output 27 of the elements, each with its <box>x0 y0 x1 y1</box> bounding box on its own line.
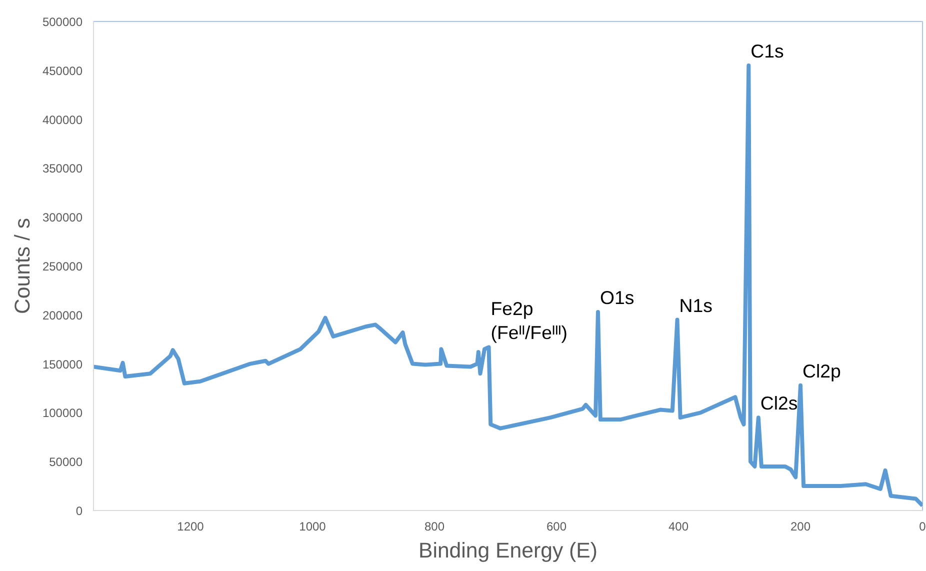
x-tick-label: 1200 <box>177 520 204 534</box>
x-tick-label: 400 <box>668 520 689 534</box>
annotation: Fe2p (Feᴵᴵ/Feᴵᴵᴵ) <box>490 298 568 344</box>
annotation: N1s <box>679 294 712 316</box>
annotation: Cl2p <box>802 360 841 382</box>
x-tick-label: 1000 <box>299 520 326 534</box>
annotation: C1s <box>750 40 784 62</box>
y-tick-label: 0 <box>76 504 83 518</box>
x-axis-title: Binding Energy (E) <box>418 538 598 562</box>
y-tick-label: 50000 <box>49 455 83 470</box>
y-tick-label: 350000 <box>42 162 83 176</box>
y-axis-title: Counts / s <box>10 218 34 314</box>
y-tick-label: 200000 <box>42 308 83 322</box>
y-tick-label: 400000 <box>42 112 83 127</box>
y-tick-label: 100000 <box>42 406 83 420</box>
y-tick-label: 150000 <box>42 357 83 372</box>
y-tick-label: 300000 <box>42 210 83 225</box>
annotation: O1s <box>600 286 634 308</box>
y-tick-label: 250000 <box>42 260 83 274</box>
x-tick-label: 600 <box>546 520 567 534</box>
line-series <box>94 64 922 508</box>
x-tick-label: 0 <box>919 520 926 534</box>
y-tick-label: 500000 <box>42 15 83 29</box>
x-tick-label: 800 <box>424 520 445 534</box>
annotation: Cl2s <box>760 392 798 414</box>
x-tick-label: 200 <box>790 520 811 534</box>
y-tick-label: 450000 <box>42 64 83 78</box>
